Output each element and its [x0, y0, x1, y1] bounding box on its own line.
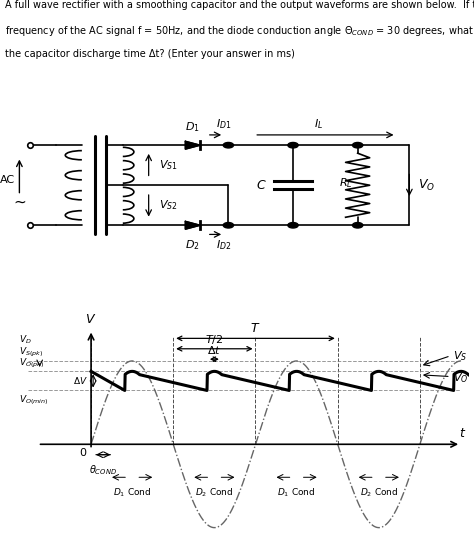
- Text: the capacitor discharge time Δt? (Enter your answer in ms): the capacitor discharge time Δt? (Enter …: [5, 49, 295, 59]
- Text: $D_2$ Cond: $D_2$ Cond: [360, 487, 398, 499]
- Text: $V_O$: $V_O$: [453, 371, 468, 385]
- Polygon shape: [185, 141, 201, 149]
- Text: $\theta_{COND}$: $\theta_{COND}$: [89, 463, 117, 477]
- Text: $V_{O(min)}$: $V_{O(min)}$: [19, 393, 48, 407]
- Text: $V_{O(pk)}$: $V_{O(pk)}$: [19, 357, 45, 370]
- Circle shape: [353, 223, 363, 228]
- Text: $V$: $V$: [85, 313, 97, 326]
- Text: $t$: $t$: [459, 427, 467, 440]
- Text: $D_1$ Cond: $D_1$ Cond: [113, 487, 151, 499]
- Text: $V_O$: $V_O$: [418, 178, 435, 193]
- Text: $V_{S2}$: $V_{S2}$: [159, 199, 178, 212]
- Text: 0: 0: [79, 449, 86, 458]
- Text: $R_L$: $R_L$: [339, 176, 353, 190]
- Text: $C$: $C$: [256, 179, 267, 192]
- Text: $T$: $T$: [250, 322, 261, 335]
- Circle shape: [353, 142, 363, 148]
- Circle shape: [288, 223, 298, 228]
- Text: $V_{S1}$: $V_{S1}$: [159, 158, 178, 172]
- Text: $V_D$: $V_D$: [19, 334, 32, 346]
- Text: A full wave rectifier with a smoothing capacitor and the output waveforms are sh: A full wave rectifier with a smoothing c…: [5, 0, 474, 10]
- Text: $\Delta V$: $\Delta V$: [73, 375, 88, 386]
- Text: ~: ~: [13, 195, 26, 210]
- Circle shape: [288, 142, 298, 148]
- Text: $V_{S(pk)}$: $V_{S(pk)}$: [19, 345, 44, 358]
- Polygon shape: [185, 221, 201, 229]
- Text: frequency of the AC signal f = 50Hz, and the diode conduction angle Θ$_{COND}$ =: frequency of the AC signal f = 50Hz, and…: [5, 25, 474, 38]
- Circle shape: [223, 223, 234, 228]
- Circle shape: [223, 142, 234, 148]
- Text: $I_L$: $I_L$: [314, 117, 323, 131]
- Text: $\Delta t$: $\Delta t$: [207, 345, 221, 357]
- Text: AC: AC: [0, 174, 15, 184]
- Text: $D_1$ Cond: $D_1$ Cond: [277, 487, 316, 499]
- Text: $D_1$: $D_1$: [185, 120, 200, 134]
- Text: $I_{D2}$: $I_{D2}$: [216, 238, 232, 252]
- Text: $I_{D1}$: $I_{D1}$: [216, 118, 232, 131]
- Text: $V_S$: $V_S$: [453, 349, 467, 363]
- Text: $D_2$ Cond: $D_2$ Cond: [195, 487, 234, 499]
- Text: $T/2$: $T/2$: [205, 333, 223, 346]
- Text: $D_2$: $D_2$: [185, 238, 200, 252]
